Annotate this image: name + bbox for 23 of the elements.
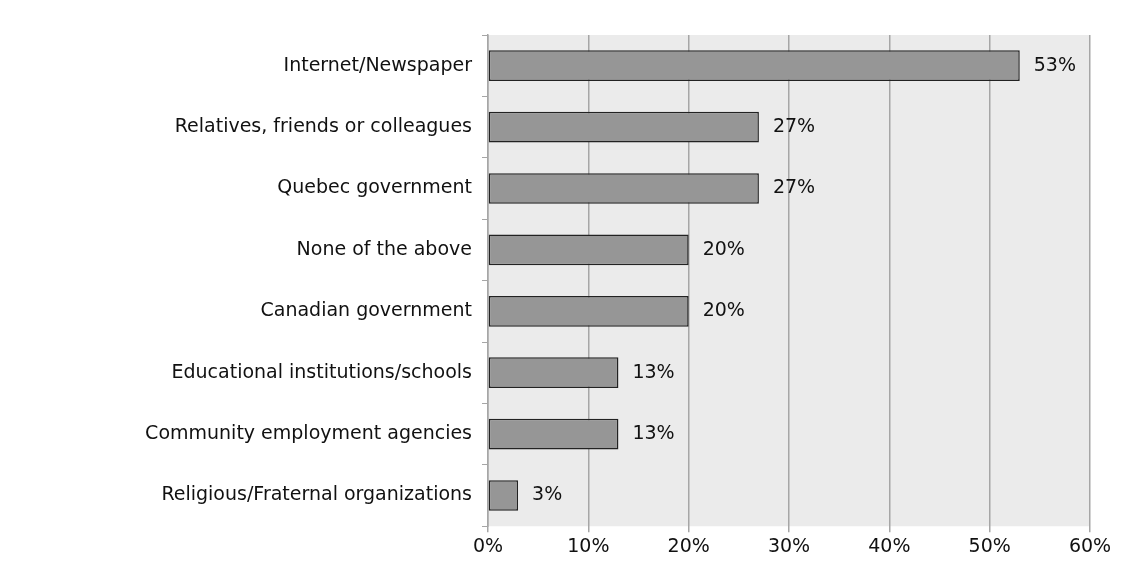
data-label: 20%: [702, 236, 745, 259]
y-tick-label: Educational institutions/schools: [171, 359, 472, 382]
data-label: 27%: [772, 114, 816, 137]
data-label: 27%: [772, 175, 816, 198]
y-tick-label: Community employment agencies: [145, 421, 472, 444]
x-tick-label: 20%: [667, 533, 710, 556]
y-tick-label: Relatives, friends or colleagues: [174, 114, 472, 137]
y-tick-label: Quebec government: [277, 175, 472, 198]
y-tick-label: None of the above: [296, 236, 472, 259]
x-tick-label: 50%: [968, 533, 1011, 556]
x-tick-label: 0%: [472, 533, 504, 556]
data-label: 53%: [1033, 52, 1076, 75]
y-tick-label: Canadian government: [260, 298, 472, 321]
x-tick-label: 10%: [567, 533, 610, 556]
data-label: 3%: [532, 482, 563, 505]
data-label: 13%: [632, 359, 675, 382]
data-label: 13%: [632, 421, 675, 444]
y-tick-label: Religious/Fraternal organizations: [161, 482, 472, 505]
x-tick-label: 60%: [1068, 533, 1112, 556]
y-tick-label: Internet/Newspaper: [283, 52, 473, 75]
x-tick-label: 40%: [868, 533, 911, 556]
data-label: 20%: [702, 298, 745, 321]
x-tick-label: 30%: [767, 533, 811, 556]
